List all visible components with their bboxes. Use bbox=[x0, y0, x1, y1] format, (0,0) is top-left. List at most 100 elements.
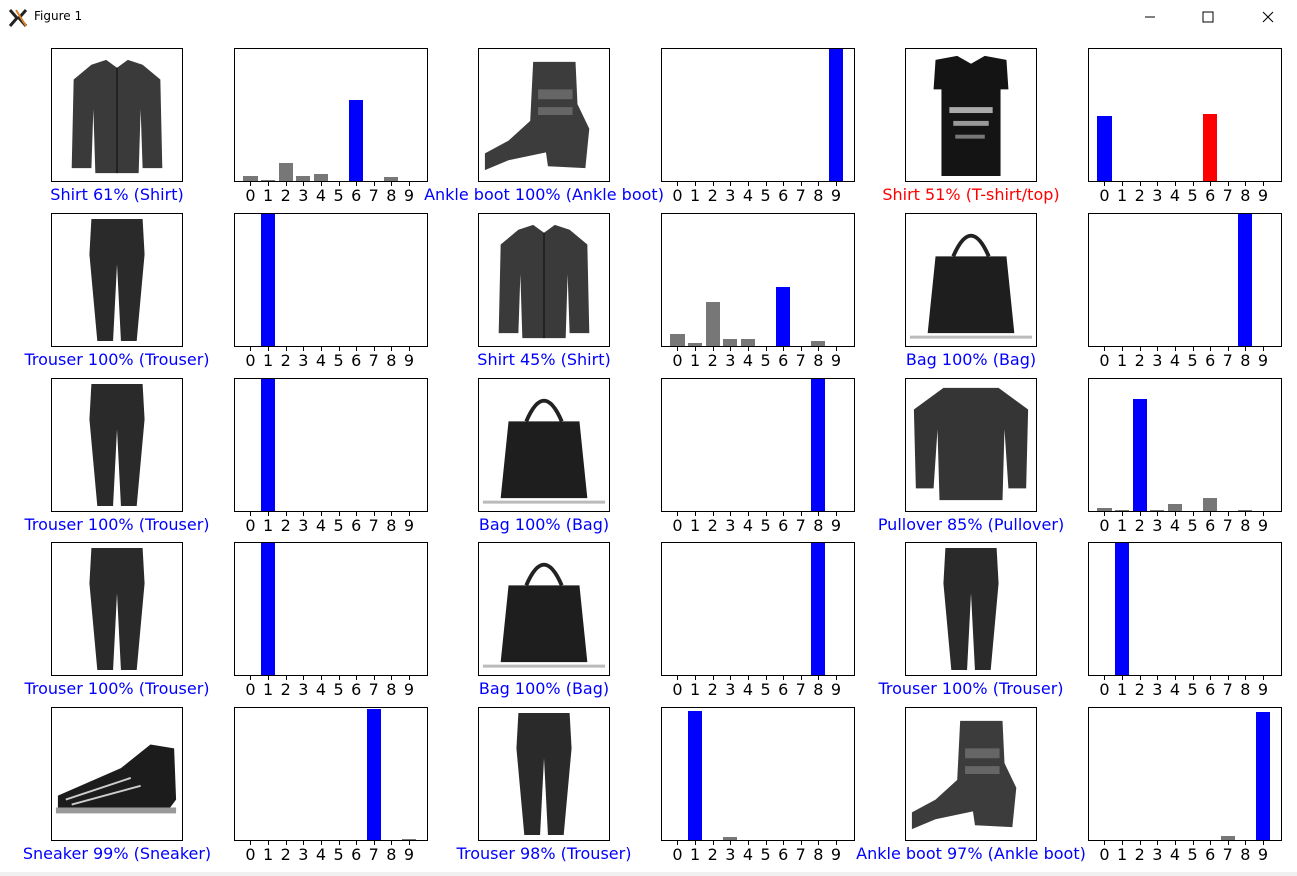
x-tick-label: 4 bbox=[742, 680, 754, 699]
prediction-caption: Shirt 61% (Shirt) bbox=[50, 185, 184, 204]
x-tick-label: 8 bbox=[813, 516, 824, 535]
x-tick-mark bbox=[1227, 676, 1229, 680]
bar-class-8 bbox=[1238, 509, 1253, 511]
minimize-button[interactable] bbox=[1121, 0, 1179, 34]
bar-class-7 bbox=[366, 709, 381, 840]
x-tick-mark bbox=[1245, 512, 1247, 516]
window-title: Figure 1 bbox=[34, 9, 83, 23]
x-tick-mark bbox=[1157, 182, 1159, 186]
x-tick-label: 5 bbox=[1187, 845, 1198, 864]
bar-class-4 bbox=[1167, 504, 1182, 511]
x-tick-label: 2 bbox=[707, 516, 718, 535]
x-tick-mark bbox=[1227, 841, 1229, 845]
x-tick-label: 2 bbox=[707, 845, 718, 864]
x-tick-mark bbox=[1104, 676, 1106, 680]
probability-chart bbox=[661, 48, 855, 182]
x-tick-label: 6 bbox=[1205, 351, 1216, 370]
x-tick-mark bbox=[373, 182, 375, 186]
x-tick-label: 6 bbox=[778, 845, 789, 864]
x-tick-mark bbox=[356, 841, 358, 845]
x-tick-mark bbox=[409, 841, 410, 845]
prediction-caption: Shirt 45% (Shirt) bbox=[477, 350, 611, 369]
x-tick-mark bbox=[1192, 347, 1194, 351]
x-tick-label: 8 bbox=[1240, 680, 1251, 699]
x-tick-mark bbox=[373, 347, 375, 351]
x-tick-label: 9 bbox=[1257, 186, 1269, 205]
x-tick-mark bbox=[1122, 182, 1124, 186]
probability-chart bbox=[661, 542, 855, 676]
x-tick-mark bbox=[747, 347, 749, 351]
x-tick-mark bbox=[677, 182, 679, 186]
x-tick-label: 0 bbox=[672, 351, 683, 370]
x-tick-label: 2 bbox=[280, 186, 291, 205]
x-tick-label: 3 bbox=[298, 186, 309, 205]
x-tick-mark bbox=[1157, 841, 1159, 845]
x-tick-label: 0 bbox=[1099, 351, 1110, 370]
x-tick-mark bbox=[373, 841, 375, 845]
bar-class-3 bbox=[1150, 509, 1165, 511]
x-tick-label: 3 bbox=[1152, 516, 1163, 535]
x-tick-mark bbox=[285, 512, 287, 516]
item-image-panel bbox=[478, 378, 610, 512]
x-tick-mark bbox=[677, 841, 679, 845]
x-tick-label: 8 bbox=[813, 351, 824, 370]
item-image-panel bbox=[51, 542, 183, 676]
x-tick-mark bbox=[1227, 512, 1229, 516]
x-tick-mark bbox=[320, 512, 322, 516]
maximize-button[interactable] bbox=[1179, 0, 1237, 34]
prediction-caption: Bag 100% (Bag) bbox=[478, 679, 610, 698]
x-tick-label: 7 bbox=[368, 516, 379, 535]
bar-class-2 bbox=[705, 302, 720, 346]
x-tick-mark bbox=[677, 676, 679, 680]
x-tick-mark bbox=[250, 841, 252, 845]
x-tick-label: 3 bbox=[298, 680, 309, 699]
x-tick-mark bbox=[1104, 841, 1106, 845]
x-tick-label: 9 bbox=[830, 516, 842, 535]
bar-class-6 bbox=[1203, 497, 1218, 511]
x-tick-label: 4 bbox=[1169, 186, 1181, 205]
x-tick-mark bbox=[391, 676, 393, 680]
x-tick-mark bbox=[818, 347, 820, 351]
x-tick-mark bbox=[1263, 676, 1264, 680]
bar-class-8 bbox=[811, 543, 826, 675]
x-tick-label: 1 bbox=[689, 845, 701, 864]
x-tick-mark bbox=[765, 347, 767, 351]
x-tick-mark bbox=[765, 512, 767, 516]
close-button[interactable] bbox=[1239, 0, 1297, 34]
x-tick-label: 3 bbox=[1152, 845, 1163, 864]
x-tick-label: 8 bbox=[386, 516, 397, 535]
x-tick-mark bbox=[747, 182, 749, 186]
x-tick-mark bbox=[800, 347, 802, 351]
item-image-panel bbox=[905, 707, 1037, 841]
bag-image bbox=[909, 233, 1033, 339]
x-tick-mark bbox=[730, 841, 732, 845]
x-tick-mark bbox=[1263, 182, 1264, 186]
x-tick-label: 6 bbox=[351, 680, 362, 699]
x-tick-label: 5 bbox=[333, 516, 344, 535]
x-tick-label: 7 bbox=[368, 186, 379, 205]
x-tick-label: 7 bbox=[1222, 516, 1233, 535]
x-tick-mark bbox=[338, 841, 340, 845]
title-bar: Figure 1 bbox=[0, 0, 1297, 34]
x-tick-mark bbox=[1174, 512, 1176, 516]
x-tick-label: 3 bbox=[1152, 186, 1163, 205]
x-tick-label: 4 bbox=[315, 186, 327, 205]
item-image-panel bbox=[51, 213, 183, 347]
x-tick-mark bbox=[1174, 676, 1176, 680]
x-tick-mark bbox=[1122, 676, 1124, 680]
x-tick-mark bbox=[303, 347, 305, 351]
trouser-image bbox=[89, 547, 145, 671]
x-tick-label: 7 bbox=[1222, 186, 1233, 205]
item-image-panel bbox=[905, 213, 1037, 347]
x-tick-label: 7 bbox=[795, 186, 806, 205]
x-tick-mark bbox=[765, 182, 767, 186]
x-tick-label: 9 bbox=[403, 516, 415, 535]
x-tick-label: 6 bbox=[778, 186, 789, 205]
x-tick-mark bbox=[783, 512, 785, 516]
x-tick-label: 0 bbox=[1099, 680, 1110, 699]
x-tick-mark bbox=[747, 841, 749, 845]
x-tick-label: 4 bbox=[742, 351, 754, 370]
x-tick-label: 2 bbox=[1134, 351, 1145, 370]
x-tick-label: 9 bbox=[830, 186, 842, 205]
x-tick-label: 0 bbox=[245, 516, 256, 535]
